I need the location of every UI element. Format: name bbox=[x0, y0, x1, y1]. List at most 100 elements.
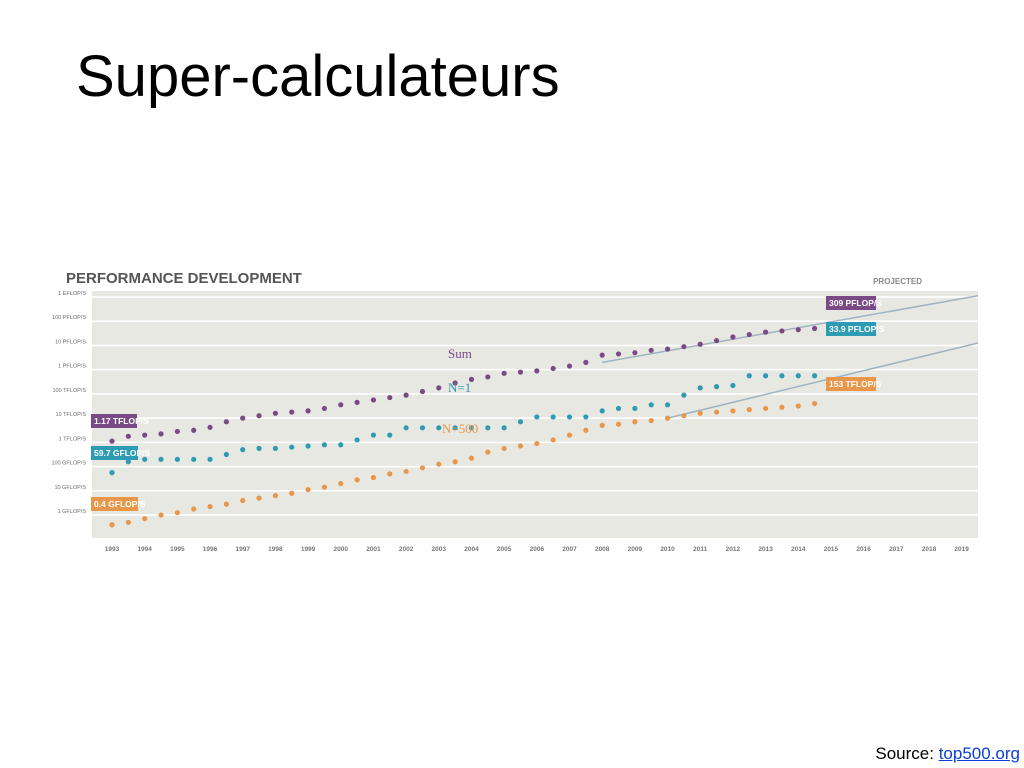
data-point bbox=[632, 405, 638, 412]
data-point bbox=[517, 369, 524, 375]
data-point bbox=[730, 382, 736, 389]
data-point bbox=[517, 419, 524, 425]
data-point bbox=[779, 373, 785, 379]
data-point bbox=[746, 407, 752, 413]
data-point bbox=[387, 471, 393, 477]
data-point bbox=[746, 373, 752, 379]
data-point bbox=[272, 445, 278, 452]
x-tick-label: 1996 bbox=[203, 546, 218, 553]
data-point bbox=[387, 394, 393, 401]
data-point bbox=[795, 373, 801, 379]
source-link[interactable]: top500.org bbox=[938, 744, 1020, 763]
series-label: N=500 bbox=[442, 421, 478, 436]
data-point bbox=[550, 365, 556, 372]
data-point bbox=[109, 438, 115, 444]
x-tick-label: 2004 bbox=[464, 546, 479, 553]
data-point bbox=[713, 338, 720, 344]
data-point bbox=[648, 347, 654, 353]
start-label-sum: 1.17 TFLOP/S bbox=[94, 416, 149, 426]
data-point bbox=[664, 415, 671, 421]
x-tick-label: 2007 bbox=[562, 546, 577, 553]
projection-line bbox=[667, 342, 979, 419]
x-tick-label: 1999 bbox=[301, 546, 316, 553]
data-point bbox=[436, 425, 442, 431]
y-tick-label: 100 TFLOP/S bbox=[52, 388, 86, 394]
data-point bbox=[648, 402, 654, 408]
data-point bbox=[191, 506, 197, 512]
data-point bbox=[305, 408, 311, 414]
data-point bbox=[370, 474, 377, 481]
data-point bbox=[485, 374, 491, 380]
data-point bbox=[648, 417, 654, 424]
data-point bbox=[599, 408, 605, 414]
page-title: Super-calculateurs bbox=[76, 44, 560, 109]
projected-label: PROJECTED bbox=[873, 277, 922, 286]
chart-title: PERFORMANCE DEVELOPMENT bbox=[66, 270, 302, 287]
data-point bbox=[272, 493, 278, 499]
data-point bbox=[125, 433, 131, 439]
x-tick-label: 2019 bbox=[954, 546, 969, 553]
data-point bbox=[795, 327, 801, 333]
data-point bbox=[436, 385, 442, 391]
data-point bbox=[730, 334, 736, 340]
data-point bbox=[681, 413, 687, 419]
data-point bbox=[256, 445, 262, 452]
data-point bbox=[142, 456, 148, 462]
end-label-sum: 309 PFLOP/S bbox=[829, 298, 882, 308]
data-point bbox=[697, 341, 703, 347]
data-point bbox=[403, 468, 409, 475]
data-point bbox=[583, 359, 589, 366]
x-tick-label: 2009 bbox=[628, 546, 643, 553]
data-point bbox=[566, 363, 573, 369]
data-point bbox=[501, 370, 507, 376]
y-tick-label: 10 GFLOP/S bbox=[55, 485, 87, 491]
source-line: Source: top500.org bbox=[875, 744, 1020, 764]
data-point bbox=[321, 484, 328, 490]
data-point bbox=[158, 431, 164, 437]
data-point bbox=[681, 344, 687, 350]
data-point bbox=[207, 424, 213, 430]
data-point bbox=[436, 461, 442, 467]
data-point bbox=[256, 413, 262, 419]
data-point bbox=[664, 402, 671, 408]
data-point bbox=[550, 437, 556, 443]
data-point bbox=[109, 522, 115, 528]
data-point bbox=[305, 443, 311, 449]
data-point bbox=[583, 427, 589, 433]
x-tick-label: 2017 bbox=[889, 546, 904, 553]
data-point bbox=[223, 501, 229, 507]
x-tick-label: 2000 bbox=[334, 546, 349, 553]
labels-layer: 1.17 TFLOP/S 59.7 GFLOP/S 0.4 GFLOP/S 309 P… bbox=[91, 296, 885, 511]
data-point bbox=[321, 442, 328, 448]
data-point bbox=[730, 408, 736, 414]
data-point bbox=[812, 373, 818, 379]
data-point bbox=[485, 425, 491, 431]
data-point bbox=[338, 402, 344, 408]
data-point bbox=[566, 432, 573, 438]
data-point bbox=[632, 350, 638, 356]
data-point bbox=[370, 397, 377, 403]
x-tick-label: 2003 bbox=[432, 546, 447, 553]
data-point bbox=[125, 519, 131, 525]
data-point bbox=[517, 443, 524, 449]
data-point bbox=[534, 440, 540, 447]
end-label-n1-bg bbox=[826, 322, 876, 336]
projection-layer bbox=[602, 295, 979, 419]
data-point bbox=[746, 331, 752, 338]
data-point bbox=[125, 459, 131, 465]
data-point bbox=[354, 437, 360, 443]
data-point bbox=[142, 516, 148, 522]
data-point bbox=[762, 405, 769, 412]
y-tick-label: 1 GFLOP/S bbox=[58, 509, 87, 515]
data-point bbox=[240, 447, 246, 453]
data-point bbox=[812, 325, 818, 332]
data-point bbox=[223, 419, 229, 425]
source-prefix: Source: bbox=[875, 744, 939, 763]
x-tick-label: 2016 bbox=[856, 546, 871, 553]
data-point bbox=[158, 456, 164, 462]
data-point bbox=[403, 425, 409, 431]
series-label: N=1 bbox=[448, 380, 471, 395]
data-point bbox=[599, 352, 605, 358]
data-point bbox=[550, 414, 556, 420]
